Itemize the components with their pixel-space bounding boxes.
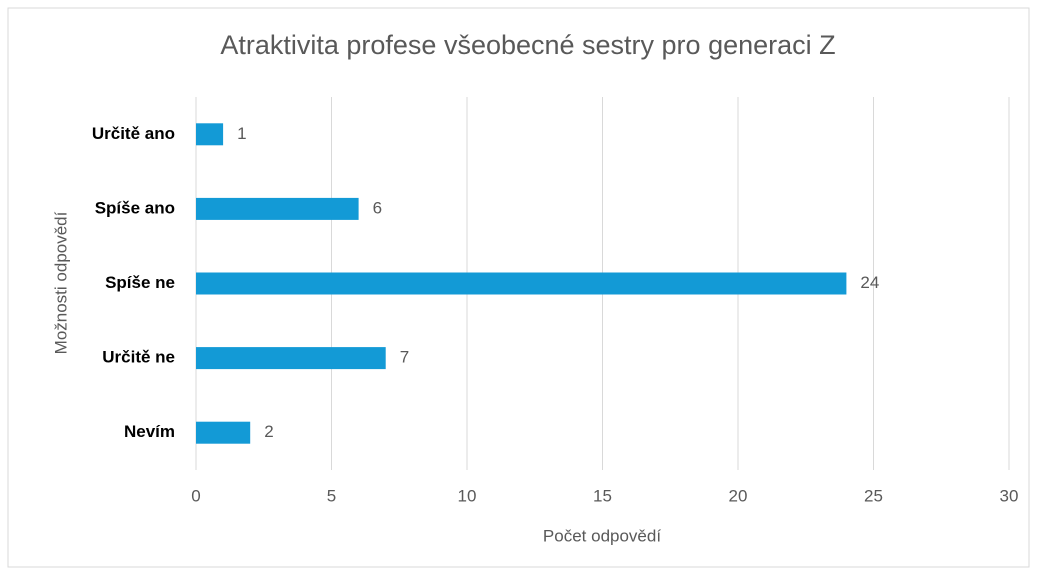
y-axis-title: Možnosti odpovědí	[51, 211, 70, 354]
x-tick-label: 20	[729, 486, 748, 505]
data-label: 1	[237, 124, 246, 143]
data-label: 24	[860, 273, 879, 292]
x-tick-label: 5	[327, 486, 336, 505]
x-tick-label: 30	[1000, 486, 1019, 505]
bar	[196, 272, 847, 295]
x-tick-label: 25	[864, 486, 883, 505]
x-tick-label: 10	[458, 486, 477, 505]
bar	[196, 421, 251, 444]
x-tick-label: 0	[191, 486, 200, 505]
x-axis-title: Počet odpovědí	[543, 526, 661, 545]
y-tick-label: Spíše ne	[105, 273, 175, 292]
bar	[196, 347, 386, 370]
chart-title: Atraktivita profese všeobecné sestry pro…	[220, 30, 835, 60]
bar	[196, 123, 224, 146]
bar	[196, 197, 359, 220]
y-tick-label: Určitě ano	[92, 124, 175, 143]
y-tick-label: Nevím	[124, 422, 175, 441]
data-label: 7	[400, 348, 409, 367]
data-label: 6	[373, 198, 382, 217]
x-tick-label: 15	[593, 486, 612, 505]
y-tick-label: Spíše ano	[95, 198, 175, 217]
y-tick-label: Určitě ne	[102, 348, 175, 367]
data-label: 2	[264, 422, 273, 441]
